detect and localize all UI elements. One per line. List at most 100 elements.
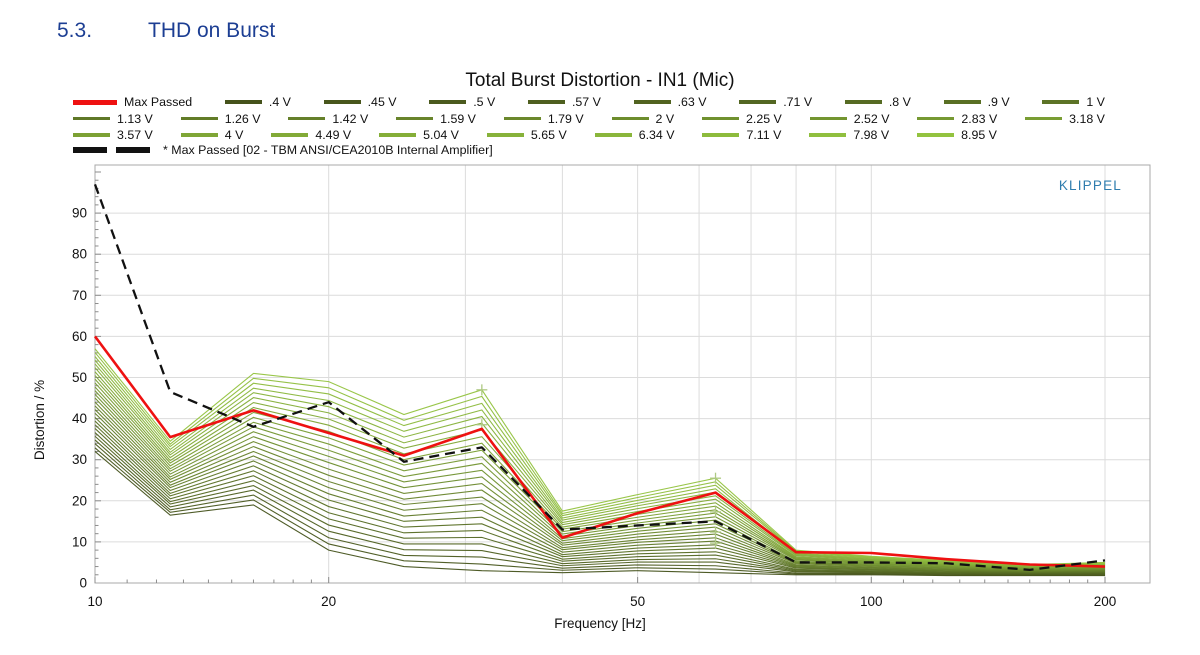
legend-item: 2.25 V [702, 112, 782, 126]
legend-item: .71 V [739, 95, 812, 109]
legend-line-swatch-icon [379, 133, 417, 137]
legend-item: 5.65 V [486, 127, 567, 142]
max-passed-line [93, 335, 1106, 568]
legend-label: 1.42 V [332, 111, 369, 126]
series-line-449V [94, 371, 1106, 568]
legend-line-swatch-icon [323, 100, 361, 104]
legend-label: .9 V [987, 95, 1010, 110]
series-line-895V [94, 348, 1106, 566]
series-line-142V [94, 409, 1105, 572]
legend-item: 2.52 V [809, 111, 890, 126]
legend-label: 6.34 V [638, 127, 675, 142]
legend-label: 2.25 V [746, 111, 782, 126]
y-tick-label: 60 [72, 329, 87, 344]
legend-line-swatch-icon [809, 116, 847, 121]
dashed-swatch-icon [116, 147, 150, 153]
legend-item: 1.79 V [503, 111, 584, 126]
plot-frame [94, 164, 1151, 584]
legend-line-swatch-icon [429, 100, 467, 104]
legend-label: 2 V [655, 111, 675, 126]
legend-label: .5 V [473, 95, 496, 110]
legend-item: 1.59 V [396, 112, 476, 126]
series-line-63V [94, 435, 1105, 575]
legend-row: 1.13 V 1.26 V 1.42 V 1.59 V 1.79 V 2 V 2.25 V 2… [73, 110, 1105, 126]
legend-item: Max Passed [73, 95, 192, 109]
legend-note-label: * Max Passed [02 - TBM ANSI/CEA2010B Int… [163, 143, 493, 157]
legend-row: Max Passed .4 V .45 V .5 V .57 V .63 V .71 V .8… [73, 94, 1105, 110]
y-tick-label: 20 [72, 493, 87, 508]
legend-label: 1.59 V [440, 111, 476, 126]
legend-item: .8 V [844, 95, 911, 109]
legend-label: 3.18 V [1069, 111, 1105, 126]
y-tick-label: 30 [72, 452, 87, 467]
series-line-126V [94, 412, 1105, 573]
series-line-318V [94, 382, 1105, 569]
legend-line-swatch-icon [633, 100, 671, 104]
legend-label: 8.95 V [961, 127, 997, 142]
legend-item: .9 V [943, 95, 1010, 110]
x-tick-label: 200 [1094, 594, 1117, 609]
legend-line-swatch-icon [917, 116, 955, 121]
legend-line-swatch-icon [180, 133, 218, 137]
legend-line-swatch-icon [396, 116, 434, 121]
legend-label: 2.83 V [961, 111, 998, 126]
y-tick-label: 0 [79, 576, 87, 591]
x-tick-label: 50 [630, 594, 645, 609]
legend-item: .57 V [527, 95, 601, 110]
legend-line-swatch-icon [611, 116, 649, 121]
legend-line-swatch-icon [288, 116, 326, 121]
legend-label: 4.49 V [315, 127, 352, 142]
legend-note-row: * Max Passed [02 - TBM ANSI/CEA2010B Int… [73, 142, 493, 158]
section-title: THD on Burst [148, 19, 276, 42]
series-line-113V [94, 416, 1105, 573]
legend-item: 1.13 V [73, 112, 153, 126]
legend-label: 1 V [1086, 95, 1105, 110]
series-line-45V [94, 447, 1105, 576]
legend-line-swatch-icon [271, 133, 309, 137]
legend-item: 3.18 V [1025, 112, 1105, 126]
chart-title: Total Burst Distortion - IN1 (Mic) [465, 70, 735, 91]
legend-label: 5.65 V [530, 127, 567, 142]
legend-item: 7.11 V [702, 128, 781, 142]
series-line-159V [94, 405, 1105, 572]
legend-label: .63 V [677, 95, 707, 110]
legend-line-swatch-icon [844, 100, 882, 104]
legend-item: 6.34 V [594, 127, 675, 142]
section-number: 5.3. [57, 19, 93, 42]
y-tick-label: 40 [72, 411, 87, 426]
legend-row: 3.57 V 4 V 4.49 V 5.04 V 5.65 V 6.34 V 7.11 V 7… [73, 127, 1105, 143]
legend-line-swatch-icon [73, 99, 117, 105]
legend-line-swatch-icon [180, 116, 218, 121]
y-tick-label: 90 [72, 206, 87, 221]
legend-label: 1.79 V [547, 111, 584, 126]
reference-max-passed-line [93, 183, 1106, 571]
legend-label: 1.26 V [224, 111, 261, 126]
series-line-9V [94, 424, 1105, 574]
legend-line-swatch-icon [527, 100, 565, 104]
series-line-711V [94, 356, 1106, 566]
legend-label: 7.11 V [746, 127, 782, 142]
legend-label: 4 V [224, 127, 244, 142]
legend-label: .71 V [783, 95, 813, 110]
legend-line-swatch-icon [594, 133, 632, 137]
legend-item: .5 V [429, 95, 495, 109]
legend-label: 3.57 V [117, 127, 153, 142]
legend-label: 2.52 V [853, 111, 890, 126]
y-tick-label: 80 [72, 247, 87, 262]
legend-line-swatch-icon [702, 133, 740, 137]
legend-label: .57 V [571, 95, 601, 110]
legend-label: .4 V [268, 95, 291, 110]
legend-item: 5.04 V [379, 128, 459, 142]
y-axis-title: Distortion / % [32, 380, 47, 460]
series-line-8V [94, 428, 1105, 574]
x-axis-title: Frequency [Hz] [554, 616, 646, 631]
legend-line-swatch-icon [943, 100, 981, 104]
dashed-swatch-icon [73, 147, 107, 153]
x-tick-label: 100 [860, 594, 883, 609]
legend-line-swatch-icon [486, 133, 524, 137]
series-line-2V [94, 397, 1105, 571]
legend-item: 3.57 V [73, 128, 153, 142]
legend-item: 4.49 V [271, 128, 351, 142]
